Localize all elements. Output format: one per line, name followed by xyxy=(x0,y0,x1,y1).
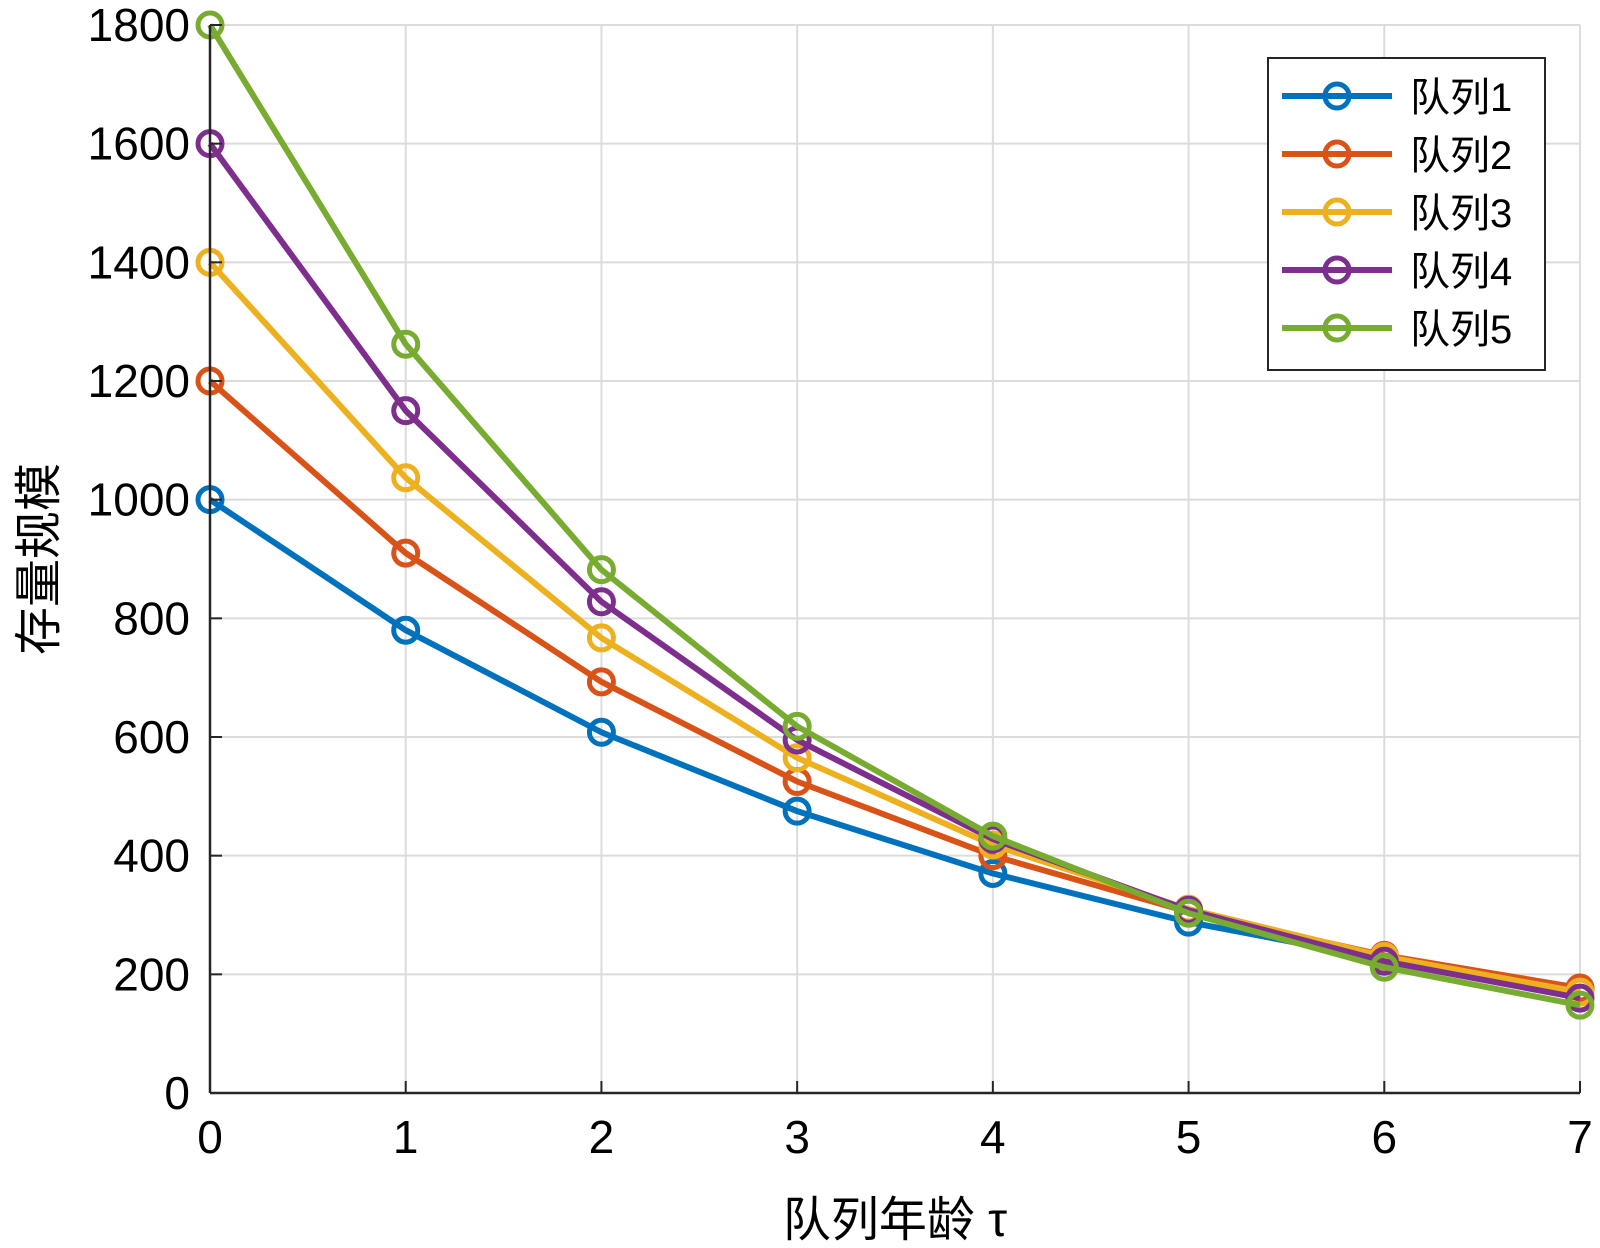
legend-marker xyxy=(1322,255,1352,285)
series-5 xyxy=(195,10,1595,1020)
data-point xyxy=(782,796,812,826)
legend-label: 队列1 xyxy=(1410,76,1512,120)
axes xyxy=(208,24,1581,1095)
legend-item: 队列2 xyxy=(1282,134,1512,178)
x-tick-label: 0 xyxy=(197,1111,223,1163)
y-tick-label: 800 xyxy=(113,592,190,644)
x-tick-label: 3 xyxy=(784,1111,810,1163)
legend-item: 队列5 xyxy=(1282,308,1512,352)
data-point xyxy=(586,717,616,747)
y-tick-label: 1400 xyxy=(88,236,190,288)
legend-marker xyxy=(1322,81,1352,111)
legend: 队列1 队列2 队列3 队列4 队列5 xyxy=(1267,57,1546,371)
x-tick-label: 6 xyxy=(1371,1111,1397,1163)
x-tick-label: 4 xyxy=(980,1111,1006,1163)
data-point xyxy=(391,463,421,493)
data-point xyxy=(391,538,421,568)
series-line xyxy=(207,23,1581,1009)
data-point xyxy=(782,711,812,741)
legend-marker xyxy=(1322,139,1352,169)
legend-label: 队列3 xyxy=(1410,192,1512,236)
legend-marker xyxy=(1322,197,1352,227)
data-point xyxy=(391,396,421,426)
legend-item: 队列3 xyxy=(1282,192,1512,236)
y-axis-label: 存量规模 xyxy=(13,463,66,655)
legend-marker xyxy=(1322,313,1352,343)
x-tick-label: 5 xyxy=(1176,1111,1202,1163)
legend-item: 队列1 xyxy=(1282,76,1512,120)
x-axis-label: 队列年龄 τ xyxy=(783,1194,1007,1247)
data-point xyxy=(586,623,616,653)
data-point xyxy=(978,821,1008,851)
legend-label: 队列4 xyxy=(1410,250,1512,294)
data-point xyxy=(586,667,616,697)
y-tick-label: 1800 xyxy=(88,0,190,51)
y-tick-label: 600 xyxy=(113,711,190,763)
y-tick-label: 1600 xyxy=(88,118,190,170)
y-tick-label: 400 xyxy=(113,830,190,882)
data-point xyxy=(782,743,812,773)
data-point xyxy=(1565,990,1595,1020)
x-tick-label: 2 xyxy=(589,1111,615,1163)
y-tick-label: 1200 xyxy=(88,355,190,407)
data-point xyxy=(586,587,616,617)
legend-label: 队列2 xyxy=(1410,134,1512,178)
data-point xyxy=(586,555,616,585)
y-tick-label: 200 xyxy=(113,948,190,1000)
data-point xyxy=(978,858,1008,888)
y-tick-label: 0 xyxy=(164,1067,190,1119)
x-tick-label: 1 xyxy=(393,1111,419,1163)
series-line xyxy=(207,141,1581,1002)
data-point xyxy=(391,615,421,645)
x-tick-label: 7 xyxy=(1567,1111,1593,1163)
legend-label: 队列5 xyxy=(1410,308,1512,352)
legend-item: 队列4 xyxy=(1282,250,1512,294)
tick-labels: 0 1 2 3 4 5 6 7 0 200 400 600 800 1000 1200 1400 1600 180… xyxy=(88,0,1593,1163)
data-point xyxy=(391,329,421,359)
series-line xyxy=(207,260,1581,996)
data-point xyxy=(1369,952,1399,982)
data-point xyxy=(1174,898,1204,928)
y-tick-label: 1000 xyxy=(88,474,190,526)
